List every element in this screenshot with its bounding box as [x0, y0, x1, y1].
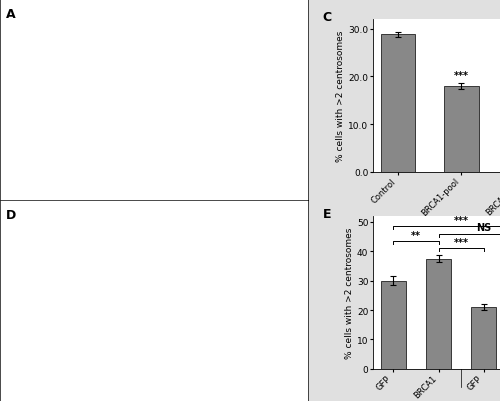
Text: NS: NS — [476, 223, 492, 233]
Text: ***: *** — [454, 71, 469, 81]
Bar — [444, 87, 478, 172]
Bar — [426, 259, 451, 369]
Text: E: E — [323, 207, 332, 221]
Bar — [380, 35, 416, 172]
Text: C: C — [323, 11, 332, 24]
Text: ***: *** — [454, 215, 469, 225]
Bar — [380, 281, 406, 369]
Text: **: ** — [411, 230, 421, 240]
Text: ***: *** — [454, 237, 469, 247]
Bar — [472, 308, 496, 369]
Text: A: A — [6, 8, 16, 21]
Y-axis label: % cells with >2 centrosomes: % cells with >2 centrosomes — [336, 31, 345, 162]
Text: D: D — [6, 209, 16, 221]
Y-axis label: % cells with >2 centrosomes: % cells with >2 centrosomes — [345, 227, 354, 358]
